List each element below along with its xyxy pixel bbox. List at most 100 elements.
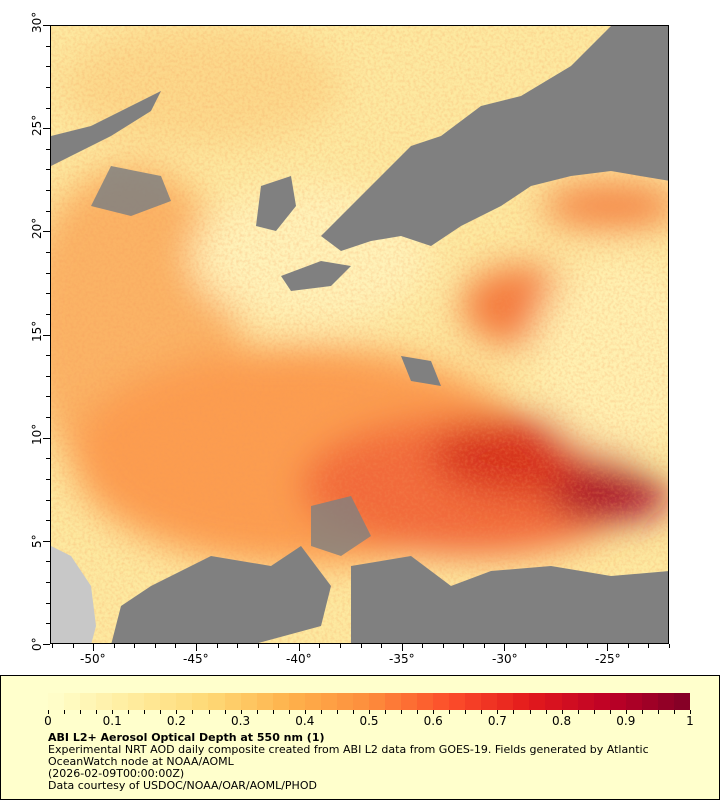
colorbar-step: [657, 693, 674, 710]
colorbar-tick: [497, 710, 499, 714]
axis-tick: [46, 375, 50, 377]
lon-tick-label: -30°: [492, 652, 518, 666]
legend-credit: Data courtesy of USDOC/NOAA/OAR/AOML/PHO…: [48, 779, 317, 792]
colorbar-tick: [401, 710, 403, 714]
axis-tick: [154, 644, 156, 648]
colorbar-step: [80, 693, 97, 710]
axis-tick: [422, 644, 424, 648]
axis-tick: [46, 520, 50, 522]
axis-tick: [401, 644, 403, 651]
colorbar-step: [208, 693, 225, 710]
colorbar-tick: [625, 710, 627, 714]
axis-tick: [46, 210, 50, 212]
lon-tick-label: -50°: [80, 652, 106, 666]
colorbar-tick: [240, 710, 242, 714]
axis-tick: [46, 86, 50, 88]
colorbar-step: [304, 693, 321, 710]
colorbar: [48, 693, 690, 710]
colorbar-step: [481, 693, 498, 710]
axis-tick: [298, 644, 300, 651]
colorbar-step: [96, 693, 113, 710]
colorbar-label: 0.8: [552, 714, 572, 728]
colorbar-tick: [513, 710, 515, 714]
colorbar-tick: [128, 710, 130, 714]
colorbar-tick: [690, 710, 691, 714]
axis-tick: [46, 499, 50, 501]
colorbar-tick: [304, 710, 306, 714]
colorbar-step: [224, 693, 241, 710]
colorbar-tick: [417, 710, 419, 714]
lat-tick-label: 25°: [30, 114, 44, 136]
colorbar-step: [352, 693, 369, 710]
colorbar-tick: [320, 710, 322, 714]
lon-tick-label: -25°: [595, 652, 621, 666]
axis-tick: [669, 644, 670, 648]
axis-tick: [46, 582, 50, 584]
colorbar-step: [112, 693, 129, 710]
lon-tick-label: -40°: [286, 652, 312, 666]
colorbar-label: 0: [44, 714, 52, 728]
lat-tick-label: 0°: [30, 637, 44, 651]
axis-tick: [46, 602, 50, 604]
legend-time: (2026-02-09T00:00:00Z): [48, 767, 185, 780]
colorbar-tick: [673, 710, 675, 714]
axis-tick: [483, 644, 485, 648]
axis-tick: [72, 644, 74, 648]
axis-tick: [257, 644, 259, 648]
axis-tick: [46, 66, 50, 68]
colorbar-step: [128, 693, 145, 710]
colorbar-label: 0.2: [166, 714, 186, 728]
colorbar-tick: [385, 710, 387, 714]
colorbar-step: [288, 693, 305, 710]
colorbar-label: 0.6: [423, 714, 443, 728]
colorbar-label: 0.1: [102, 714, 122, 728]
colorbar-step: [673, 693, 690, 710]
colorbar-tick: [112, 710, 114, 714]
colorbar-step: [144, 693, 161, 710]
axis-tick: [175, 644, 177, 648]
lat-tick-label: 30°: [30, 11, 44, 33]
axis-tick: [46, 561, 50, 563]
colorbar-tick: [577, 710, 579, 714]
colorbar-step: [513, 693, 530, 710]
lat-tick-label: 10°: [30, 423, 44, 445]
legend-title: ABI L2+ Aerosol Optical Depth at 550 nm …: [48, 731, 325, 744]
map-image: [51, 26, 668, 643]
colorbar-step: [433, 693, 450, 710]
colorbar-label: 0.9: [616, 714, 636, 728]
axis-tick: [46, 396, 50, 398]
colorbar-tick: [369, 710, 370, 714]
colorbar-tick: [641, 710, 643, 714]
axis-tick: [43, 231, 50, 233]
axis-tick: [43, 644, 50, 645]
colorbar-step: [272, 693, 289, 710]
colorbar-step: [160, 693, 177, 710]
axis-tick: [46, 107, 50, 109]
axis-tick: [134, 644, 136, 648]
colorbar-label: 0.5: [359, 714, 379, 728]
axis-tick: [627, 644, 629, 648]
axis-tick: [319, 644, 321, 648]
lat-tick-label: 20°: [30, 217, 44, 239]
colorbar-step: [497, 693, 514, 710]
axis-tick: [278, 644, 280, 648]
colorbar-tick: [256, 710, 258, 714]
axis-tick: [196, 644, 197, 651]
colorbar-step: [417, 693, 434, 710]
lat-tick-label: 5°: [30, 534, 44, 548]
axis-tick: [46, 251, 50, 253]
colorbar-tick: [657, 710, 659, 714]
axis-tick: [607, 644, 609, 651]
colorbar-tick: [609, 710, 611, 714]
lon-tick-label: -35°: [389, 652, 415, 666]
colorbar-tick: [288, 710, 290, 714]
axis-tick: [43, 25, 50, 26]
axis-tick: [586, 644, 588, 648]
axis-tick: [46, 478, 50, 480]
axis-tick: [46, 190, 50, 192]
axis-tick: [360, 644, 362, 648]
axis-tick: [46, 148, 50, 150]
colorbar-tick: [64, 710, 66, 714]
colorbar-step: [449, 693, 466, 710]
aod-map: [50, 25, 669, 644]
